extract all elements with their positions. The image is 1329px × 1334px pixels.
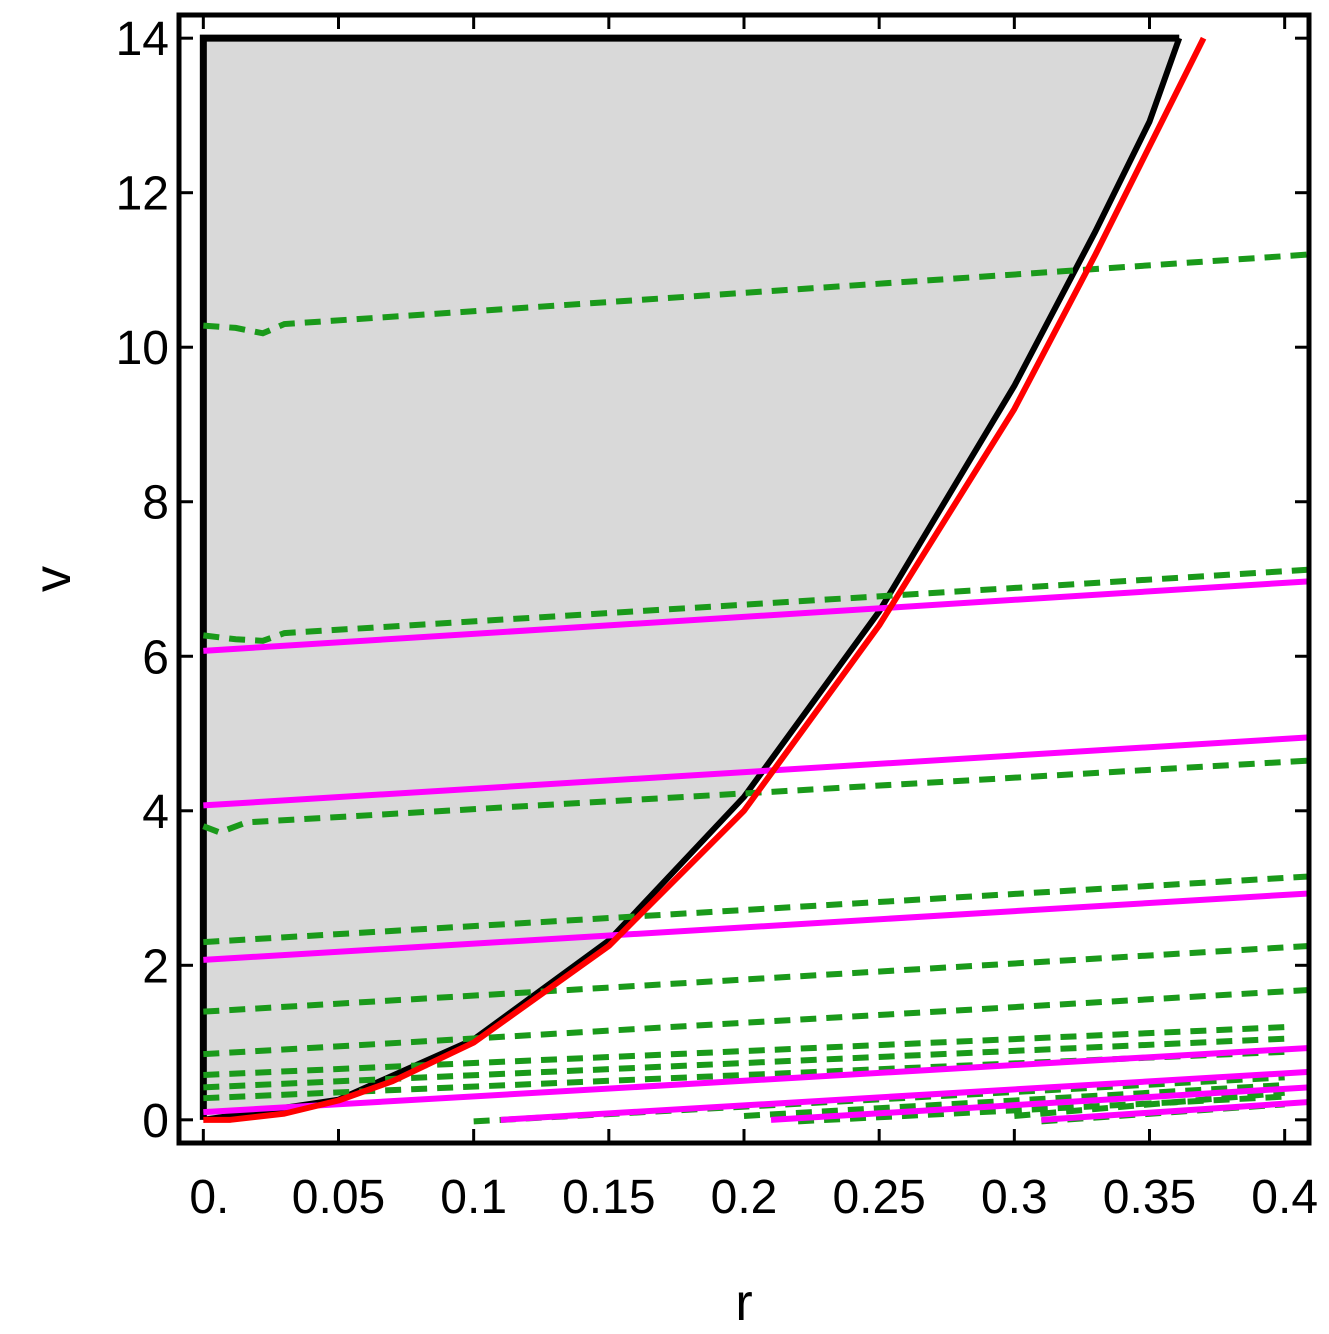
shaded-region-layer bbox=[199, 34, 1183, 1123]
x-tick-label: 0.35 bbox=[1103, 1171, 1196, 1224]
y-axis-label: v bbox=[24, 566, 82, 592]
y-tick-label: 10 bbox=[116, 322, 169, 375]
y-tick-label: 2 bbox=[142, 940, 169, 993]
y-tick-label: 14 bbox=[116, 13, 169, 66]
magenta-series-4 bbox=[500, 1068, 1309, 1123]
magenta-series-5 bbox=[770, 1084, 1309, 1123]
curve-layer bbox=[203, 36, 1207, 1123]
red-curve bbox=[203, 36, 1207, 1123]
magenta-series-1 bbox=[203, 734, 1309, 809]
x-tick-label: 0.25 bbox=[832, 1171, 925, 1224]
magenta-lines-layer bbox=[203, 578, 1309, 1123]
x-tick-label: 0.3 bbox=[981, 1171, 1048, 1224]
magenta-series-3 bbox=[203, 1044, 1309, 1116]
x-axis-label: r bbox=[735, 1274, 752, 1332]
y-tick-label: 8 bbox=[142, 477, 169, 530]
green-dashed-series-0 bbox=[203, 251, 1309, 337]
green-dashed-series-2 bbox=[202, 757, 1309, 836]
shaded-region bbox=[203, 38, 1180, 1120]
x-tick-label: 0. bbox=[189, 1171, 229, 1224]
magenta-series-0 bbox=[203, 578, 1309, 654]
green-dashed-series-11 bbox=[797, 1093, 1285, 1125]
y-tick-label: 6 bbox=[142, 631, 169, 684]
x-tick-label: 0.15 bbox=[562, 1171, 655, 1224]
green-dashed-series-1 bbox=[202, 566, 1309, 644]
green-dashed-series-5 bbox=[203, 987, 1309, 1058]
green-dashed-series-10 bbox=[743, 1082, 1285, 1119]
x-tick-label: 0.4 bbox=[1251, 1171, 1318, 1224]
y-tick-label: 0 bbox=[142, 1095, 169, 1148]
y-tick-label: 12 bbox=[116, 168, 169, 221]
x-tick-label: 0.05 bbox=[292, 1171, 385, 1224]
green-dashed-series-12 bbox=[1014, 1089, 1285, 1119]
x-tick-label: 0.2 bbox=[711, 1171, 778, 1224]
region-boundary-edges bbox=[199, 34, 1180, 1120]
magenta-series-6 bbox=[1041, 1099, 1309, 1123]
green-dashed-series-4 bbox=[203, 942, 1309, 1015]
magenta-series-2 bbox=[203, 890, 1309, 963]
y-tick-label: 4 bbox=[142, 786, 169, 839]
x-axis-ticks: 0. 0.05 0.1 0.15 0.2 0.25 0.3 0.35 0.4 bbox=[189, 15, 1318, 1224]
y-axis-ticks: 0 2 4 6 8 10 12 14 bbox=[116, 13, 1309, 1148]
green-dashed-series-3 bbox=[203, 873, 1309, 946]
x-tick-label: 0.1 bbox=[440, 1171, 507, 1224]
region-boundary-curve bbox=[202, 37, 1183, 1123]
